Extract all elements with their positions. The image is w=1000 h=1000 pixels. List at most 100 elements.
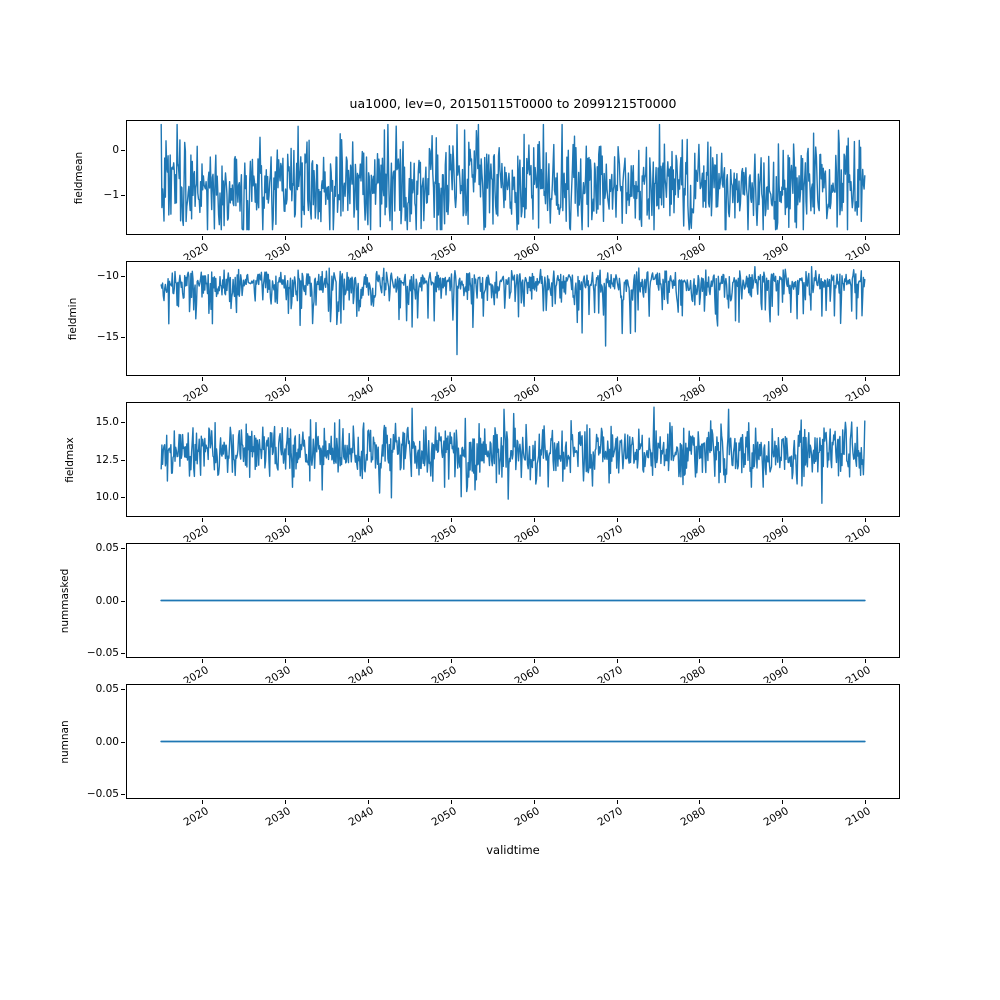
x-tick xyxy=(534,659,535,663)
x-tick-label: 2060 xyxy=(512,523,542,542)
x-tick-label: 2090 xyxy=(761,805,791,829)
y-tick-label: 0.05 xyxy=(95,683,119,695)
x-tick xyxy=(865,800,866,804)
y-tick-label: 0.00 xyxy=(95,595,119,607)
x-tick xyxy=(782,800,783,804)
x-tick-label: 2090 xyxy=(761,382,791,401)
x-tick xyxy=(368,518,369,522)
x-tick xyxy=(451,518,452,522)
x-tick xyxy=(534,518,535,522)
x-tick xyxy=(782,377,783,381)
y-tick-label: −0.05 xyxy=(86,647,119,659)
x-tick-label: 2070 xyxy=(595,382,625,401)
x-tick-label: 2020 xyxy=(181,805,211,829)
x-tick-label-row: 2020 2030 2040 2050 2060 2070 2080 2090 2100 xyxy=(40,518,920,542)
x-tick xyxy=(285,800,286,804)
x-tick-label: 2090 xyxy=(761,241,791,260)
x-tick-label-row: 2020 2030 2040 2050 2060 2070 2080 2090 2100 xyxy=(40,659,920,683)
x-tick-label: 2060 xyxy=(512,382,542,401)
x-tick xyxy=(451,236,452,240)
y-tick xyxy=(121,150,125,151)
x-tick-label: 2040 xyxy=(346,805,377,829)
x-tick xyxy=(782,659,783,663)
x-tick xyxy=(699,377,700,381)
y-axis-label-fieldmean: fieldmean xyxy=(73,151,85,204)
x-tick-label: 2080 xyxy=(678,241,708,260)
y-tick xyxy=(121,276,125,277)
x-tick-label: 2050 xyxy=(429,664,459,683)
x-tick xyxy=(451,659,452,663)
x-tick xyxy=(451,800,452,804)
x-tick xyxy=(699,800,700,804)
x-tick-label: 2030 xyxy=(264,241,294,260)
x-axis-label: validtime xyxy=(486,843,540,857)
x-tick-label-row: 2020 2030 2040 2050 2060 2070 2080 2090 2100 xyxy=(40,800,920,846)
x-tick-label: 2050 xyxy=(429,382,459,401)
x-tick xyxy=(534,800,535,804)
x-tick-label: 2020 xyxy=(181,241,211,260)
x-tick-label: 2040 xyxy=(346,523,377,542)
subplot-fieldmax xyxy=(126,402,900,517)
x-tick xyxy=(368,659,369,663)
x-tick-label: 2040 xyxy=(346,382,377,401)
x-tick xyxy=(617,518,618,522)
x-tick-label: 2030 xyxy=(264,382,294,401)
x-tick-label: 2060 xyxy=(512,805,542,829)
y-tick-label: 0.05 xyxy=(95,542,119,554)
x-tick-label: 2060 xyxy=(512,664,542,683)
y-tick xyxy=(121,548,125,549)
x-tick-label: 2020 xyxy=(181,523,211,542)
data-line-fieldmin xyxy=(160,265,866,356)
x-tick xyxy=(699,659,700,663)
x-tick xyxy=(699,518,700,522)
y-tick xyxy=(121,337,125,338)
x-tick-label: 2030 xyxy=(264,805,294,829)
x-tick-label: 2030 xyxy=(264,664,294,683)
subplot-nummasked xyxy=(126,543,900,658)
x-tick xyxy=(782,518,783,522)
data-line-numnan xyxy=(160,740,866,743)
subplot-fieldmin xyxy=(126,261,900,376)
x-tick xyxy=(202,377,203,381)
y-tick-label: 12.5 xyxy=(95,454,119,466)
x-tick xyxy=(451,377,452,381)
x-tick-label: 2020 xyxy=(181,382,211,401)
x-tick-label: 2090 xyxy=(761,523,791,542)
y-tick xyxy=(121,497,125,498)
y-tick-label: 0 xyxy=(112,144,119,156)
x-tick xyxy=(699,236,700,240)
y-axis-label-fieldmax: fieldmax xyxy=(64,436,76,483)
x-tick-label: 2100 xyxy=(843,382,874,401)
x-tick xyxy=(617,377,618,381)
x-tick xyxy=(202,518,203,522)
x-tick xyxy=(865,518,866,522)
x-tick-label: 2070 xyxy=(595,805,625,829)
data-line-nummasked xyxy=(160,599,866,602)
y-tick xyxy=(121,742,125,743)
x-tick xyxy=(285,236,286,240)
y-axis-label-numnan: numnan xyxy=(59,719,71,764)
x-tick-label: 2050 xyxy=(429,523,459,542)
y-tick xyxy=(121,460,125,461)
x-tick xyxy=(368,377,369,381)
x-tick-label: 2080 xyxy=(678,805,708,829)
x-tick xyxy=(285,377,286,381)
x-tick-label: 2040 xyxy=(346,664,377,683)
x-tick-label: 2020 xyxy=(181,664,211,683)
x-tick xyxy=(285,518,286,522)
x-tick xyxy=(202,659,203,663)
x-tick-label: 2090 xyxy=(761,664,791,683)
x-tick-label: 2080 xyxy=(678,664,708,683)
x-tick-label: 2050 xyxy=(429,241,459,260)
y-axis-label-nummasked: nummasked xyxy=(59,568,71,633)
x-tick-label: 2100 xyxy=(843,805,874,829)
y-tick xyxy=(121,794,125,795)
data-line-fieldmean xyxy=(160,123,866,231)
x-tick xyxy=(865,236,866,240)
x-tick xyxy=(202,800,203,804)
x-tick xyxy=(534,236,535,240)
y-tick-label: −0.05 xyxy=(86,788,119,800)
x-tick-label: 2060 xyxy=(512,241,542,260)
x-tick xyxy=(202,236,203,240)
